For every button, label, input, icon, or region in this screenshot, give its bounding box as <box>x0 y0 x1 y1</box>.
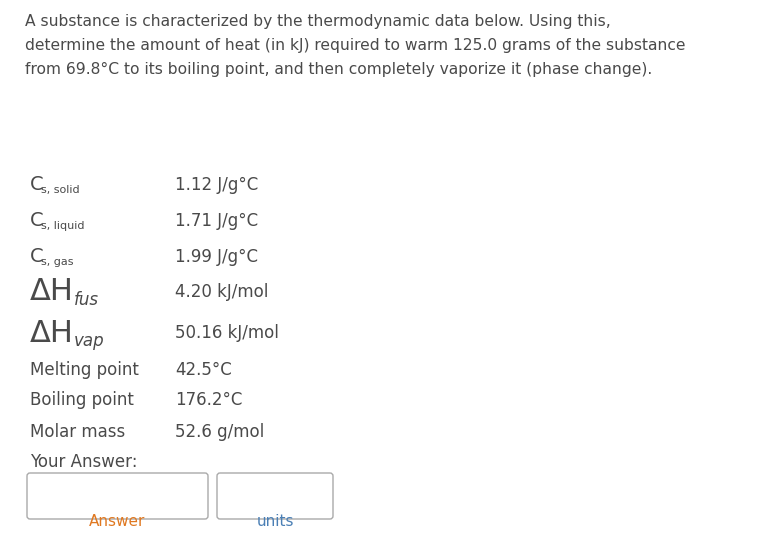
Text: 4.20 kJ/mol: 4.20 kJ/mol <box>175 283 268 301</box>
Text: C: C <box>30 248 43 266</box>
Text: from 69.8°C to its boiling point, and then completely vaporize it (phase change): from 69.8°C to its boiling point, and th… <box>25 62 653 77</box>
Text: 1.71 J/g°C: 1.71 J/g°C <box>175 212 258 230</box>
Text: 50.16 kJ/mol: 50.16 kJ/mol <box>175 324 279 342</box>
FancyBboxPatch shape <box>217 473 333 519</box>
Text: 1.99 J/g°C: 1.99 J/g°C <box>175 248 258 266</box>
Text: vap: vap <box>74 332 105 350</box>
Text: ΔH: ΔH <box>30 278 74 307</box>
Text: Your Answer:: Your Answer: <box>30 453 137 471</box>
Text: A substance is characterized by the thermodynamic data below. Using this,: A substance is characterized by the ther… <box>25 14 611 29</box>
Text: Boiling point: Boiling point <box>30 391 134 409</box>
Text: 1.12 J/g°C: 1.12 J/g°C <box>175 176 258 194</box>
Text: 52.6 g/mol: 52.6 g/mol <box>175 423 265 441</box>
Text: s, liquid: s, liquid <box>41 221 85 231</box>
Text: s, gas: s, gas <box>41 257 74 267</box>
Text: Answer: Answer <box>89 515 146 530</box>
Text: determine the amount of heat (in kJ) required to warm 125.0 grams of the substan: determine the amount of heat (in kJ) req… <box>25 38 685 53</box>
Text: s, solid: s, solid <box>41 185 80 195</box>
Text: C: C <box>30 211 43 231</box>
Text: ΔH: ΔH <box>30 318 74 348</box>
Text: 42.5°C: 42.5°C <box>175 361 232 379</box>
Text: units: units <box>256 515 294 530</box>
Text: fus: fus <box>74 291 99 309</box>
Text: Melting point: Melting point <box>30 361 139 379</box>
Text: C: C <box>30 175 43 195</box>
FancyBboxPatch shape <box>27 473 208 519</box>
Text: Molar mass: Molar mass <box>30 423 125 441</box>
Text: 176.2°C: 176.2°C <box>175 391 242 409</box>
